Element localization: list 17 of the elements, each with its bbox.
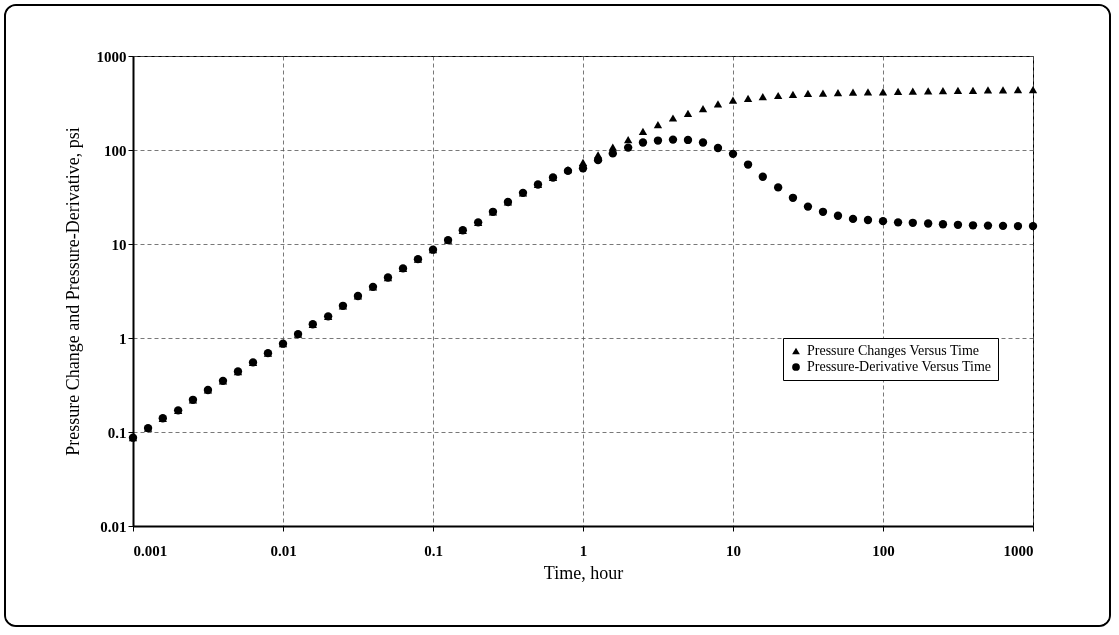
y-axis-title: Pressure Change and Pressure-Derivative, psi	[62, 127, 83, 456]
x-axis-title: Time, hour	[543, 562, 624, 583]
y-tick-label: 100	[104, 142, 127, 159]
y-tick-label: 10	[111, 236, 127, 253]
x-tick-label: 0.01	[270, 542, 297, 559]
y-tick-label: 1	[119, 330, 127, 347]
x-tick-label: 0.001	[133, 542, 168, 559]
x-tick-label: 100	[872, 542, 895, 559]
x-tick-label: 1000	[1003, 542, 1034, 559]
y-tick-label: 0.01	[100, 518, 127, 535]
x-tick-label: 10	[726, 542, 741, 559]
legend-label: Pressure-Derivative Versus Time	[807, 359, 992, 374]
y-tick-label: 1000	[96, 48, 127, 65]
x-tick-label: 1	[579, 542, 588, 559]
legend-label: Pressure Changes Versus Time	[807, 343, 980, 358]
y-tick-label: 0.1	[107, 424, 127, 441]
x-tick-label: 0.1	[424, 542, 443, 559]
